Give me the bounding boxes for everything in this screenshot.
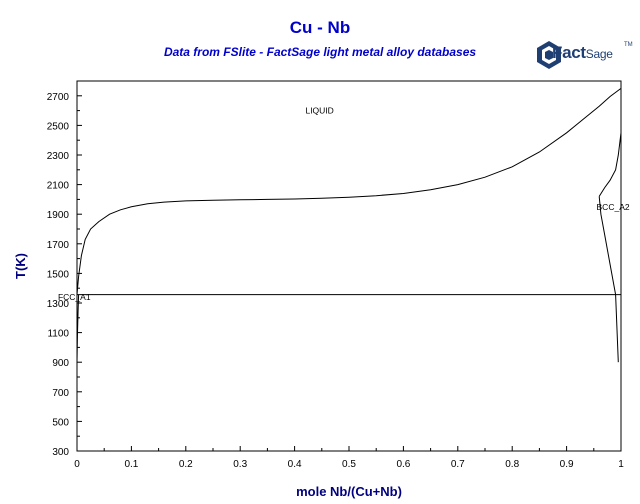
y-tick-label: 500 [52,417,69,428]
x-tick-label: 0.1 [124,459,138,470]
series-liquidus [76,87,622,295]
y-tick-label: 1700 [47,240,70,251]
x-tick-label: 0.9 [560,459,574,470]
x-tick-label: 0.8 [505,459,519,470]
y-tick-label: 2100 [47,181,70,192]
series-bcc-boundary-lower [598,196,619,363]
y-tick-label: 300 [52,447,69,458]
x-tick-label: 0 [74,459,80,470]
x-axis-label: mole Nb/(Cu+Nb) [296,484,402,499]
x-tick-label: 0.2 [179,459,193,470]
series-bcc-boundary-upper [598,132,622,197]
x-tick-label: 0.5 [342,459,356,470]
logo-brand-text: FactSage [552,43,613,62]
y-tick-label: 900 [52,358,69,369]
y-tick-label: 2500 [47,121,70,132]
x-tick-label: 0.6 [396,459,410,470]
y-tick-label: 2700 [47,92,70,103]
chart-subtitle: Data from FSlite - FactSage light metal … [163,45,477,59]
x-tick-label: 0.4 [288,459,302,470]
y-axis-label: T(K) [13,253,28,279]
logo-trademark: TM [624,42,633,48]
y-tick-label: 1100 [47,329,69,340]
annotation-fcc-a1: FCC_A1 [58,292,91,302]
series-cu-solvus [76,294,80,363]
plot-frame [76,80,622,452]
x-tick-label: 1 [618,459,624,470]
x-tick-label: 0.7 [451,459,465,470]
annotation-liquid: LIQUID [305,106,333,116]
y-tick-label: 2300 [47,151,70,162]
annotation-bcc-a2: BCC_A2 [597,202,630,212]
y-tick-label: 1500 [47,269,70,280]
y-tick-label: 700 [52,388,69,399]
factsage-logo-icon [537,41,561,69]
y-tick-label: 1900 [47,210,70,221]
y-tick-label: 1300 [47,299,70,310]
x-tick-label: 0.3 [233,459,247,470]
factsage-logo: FactSage TM [536,40,633,74]
chart-title: Cu - Nb [289,18,351,37]
